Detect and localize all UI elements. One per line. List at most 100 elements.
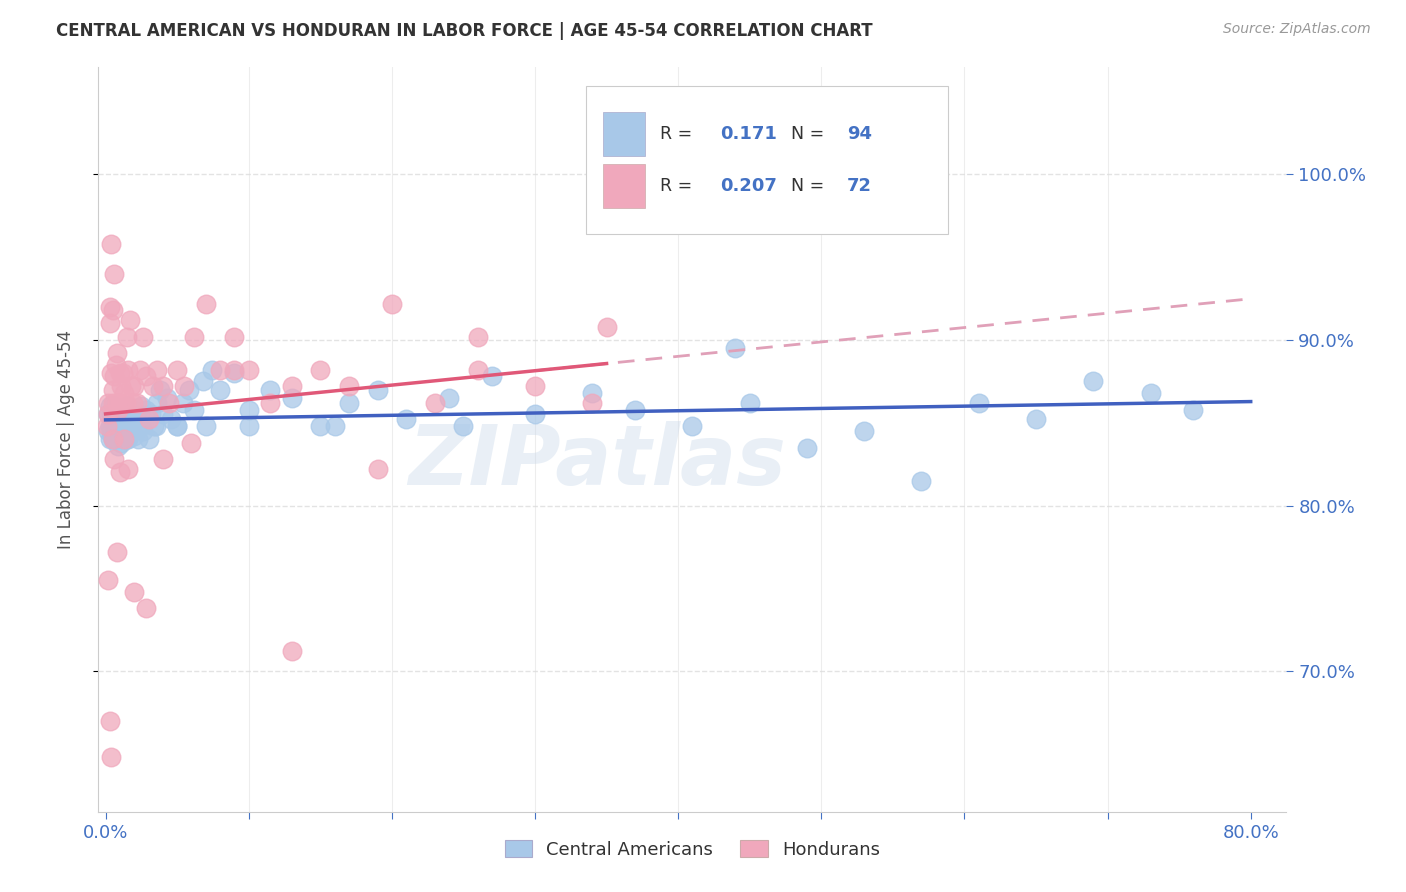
- Point: [108, 424, 131, 438]
- Point: [595, 319, 617, 334]
- Point: [146, 396, 169, 410]
- Point: [524, 408, 547, 422]
- Text: 0.171: 0.171: [720, 125, 776, 143]
- Point: [117, 462, 139, 476]
- Point: [1182, 402, 1205, 417]
- Point: [108, 429, 131, 443]
- Point: [224, 366, 246, 380]
- Point: [238, 419, 260, 434]
- Point: [120, 379, 142, 393]
- Point: [110, 412, 132, 426]
- Point: [97, 408, 120, 422]
- Text: ZIPatlas: ZIPatlas: [409, 421, 786, 502]
- Point: [166, 419, 188, 434]
- Point: [100, 750, 122, 764]
- Y-axis label: In Labor Force | Age 45-54: In Labor Force | Age 45-54: [56, 330, 75, 549]
- Point: [98, 317, 121, 331]
- Point: [796, 441, 818, 455]
- Point: [337, 379, 360, 393]
- Point: [224, 329, 246, 343]
- Point: [103, 416, 125, 430]
- Legend: Central Americans, Hondurans: Central Americans, Hondurans: [498, 833, 887, 866]
- Point: [112, 386, 135, 401]
- Point: [172, 396, 194, 410]
- Point: [105, 346, 128, 360]
- Point: [104, 424, 127, 438]
- Text: 94: 94: [846, 125, 872, 143]
- Point: [101, 408, 124, 422]
- Point: [135, 601, 157, 615]
- Point: [180, 435, 202, 450]
- Point: [124, 408, 146, 422]
- Point: [101, 433, 124, 447]
- Text: R =: R =: [661, 125, 699, 143]
- Point: [381, 296, 404, 310]
- Point: [101, 416, 124, 430]
- Point: [104, 358, 127, 372]
- Text: 0.207: 0.207: [720, 178, 776, 195]
- Point: [280, 391, 302, 405]
- Point: [107, 439, 129, 453]
- Point: [125, 396, 148, 410]
- Point: [967, 396, 990, 410]
- Point: [259, 396, 281, 410]
- Text: R =: R =: [661, 178, 699, 195]
- Point: [121, 396, 143, 410]
- Point: [209, 363, 232, 377]
- Point: [209, 383, 232, 397]
- Point: [524, 379, 547, 393]
- Point: [183, 329, 205, 343]
- Point: [152, 408, 174, 422]
- Point: [238, 402, 260, 417]
- Point: [135, 369, 157, 384]
- Point: [122, 379, 145, 393]
- Point: [129, 363, 152, 377]
- Text: CENTRAL AMERICAN VS HONDURAN IN LABOR FORCE | AGE 45-54 CORRELATION CHART: CENTRAL AMERICAN VS HONDURAN IN LABOR FO…: [56, 22, 873, 40]
- Point: [177, 383, 200, 397]
- Point: [481, 369, 503, 384]
- Point: [131, 419, 153, 434]
- Point: [191, 375, 214, 389]
- Point: [111, 408, 134, 422]
- Point: [149, 383, 172, 397]
- Point: [97, 396, 120, 410]
- Point: [117, 363, 139, 377]
- Point: [117, 433, 139, 447]
- Point: [132, 329, 155, 343]
- Point: [367, 462, 389, 476]
- Point: [152, 452, 174, 467]
- Point: [101, 396, 124, 410]
- Point: [100, 408, 122, 422]
- Point: [111, 433, 134, 447]
- Point: [122, 429, 145, 443]
- Point: [337, 396, 360, 410]
- Point: [146, 363, 169, 377]
- Text: N =: N =: [792, 178, 830, 195]
- Point: [453, 419, 475, 434]
- Point: [107, 419, 129, 434]
- Text: 72: 72: [846, 178, 872, 195]
- Point: [194, 419, 217, 434]
- Point: [224, 363, 246, 377]
- Point: [682, 419, 704, 434]
- Point: [309, 419, 332, 434]
- Point: [118, 412, 141, 426]
- Point: [157, 396, 180, 410]
- Point: [100, 237, 122, 252]
- Point: [1139, 386, 1161, 401]
- Point: [467, 363, 489, 377]
- Point: [103, 452, 125, 467]
- Point: [108, 366, 131, 380]
- Point: [183, 402, 205, 417]
- Point: [114, 424, 136, 438]
- Text: N =: N =: [792, 125, 830, 143]
- Point: [724, 341, 747, 355]
- Point: [105, 433, 128, 447]
- Point: [105, 419, 128, 434]
- Point: [115, 399, 138, 413]
- Point: [112, 433, 135, 447]
- Point: [98, 433, 121, 447]
- FancyBboxPatch shape: [603, 164, 645, 209]
- Point: [103, 369, 125, 384]
- Point: [280, 644, 302, 658]
